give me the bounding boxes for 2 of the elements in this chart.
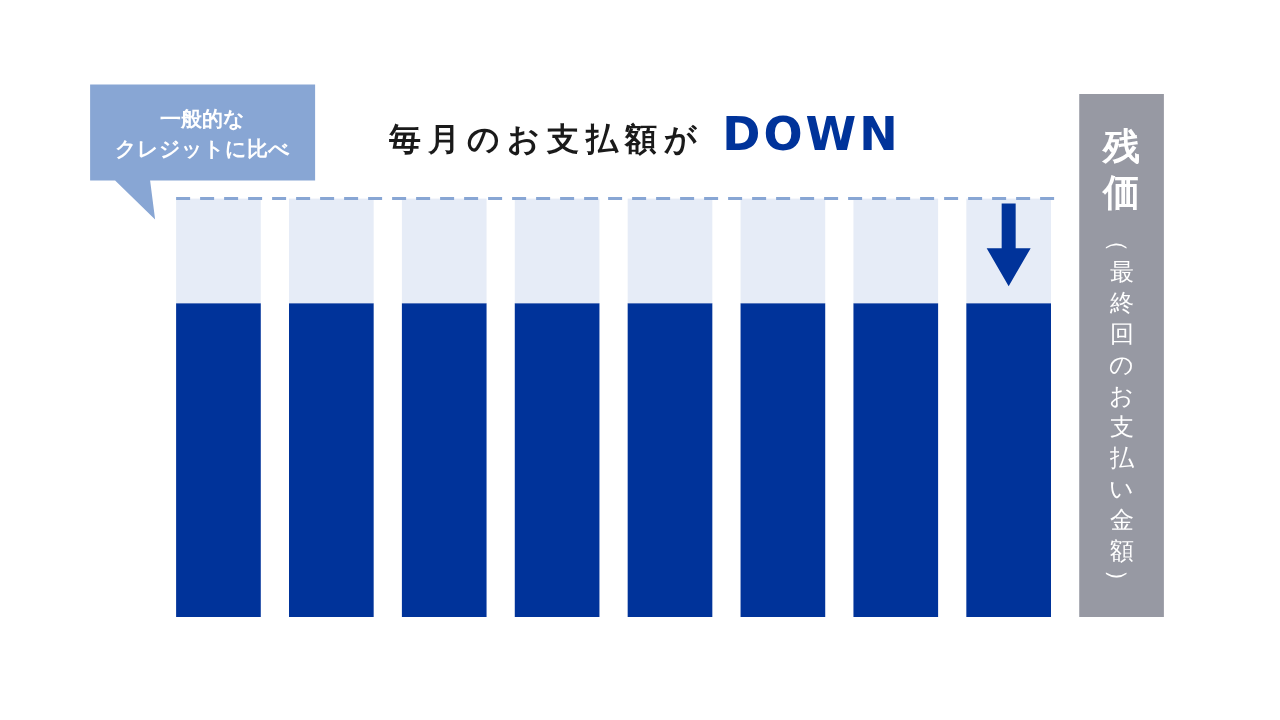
title: 毎月のお支払額が DOWN [389, 107, 901, 161]
ref-line-label: 一般的なクレジットに比べ [115, 106, 291, 161]
